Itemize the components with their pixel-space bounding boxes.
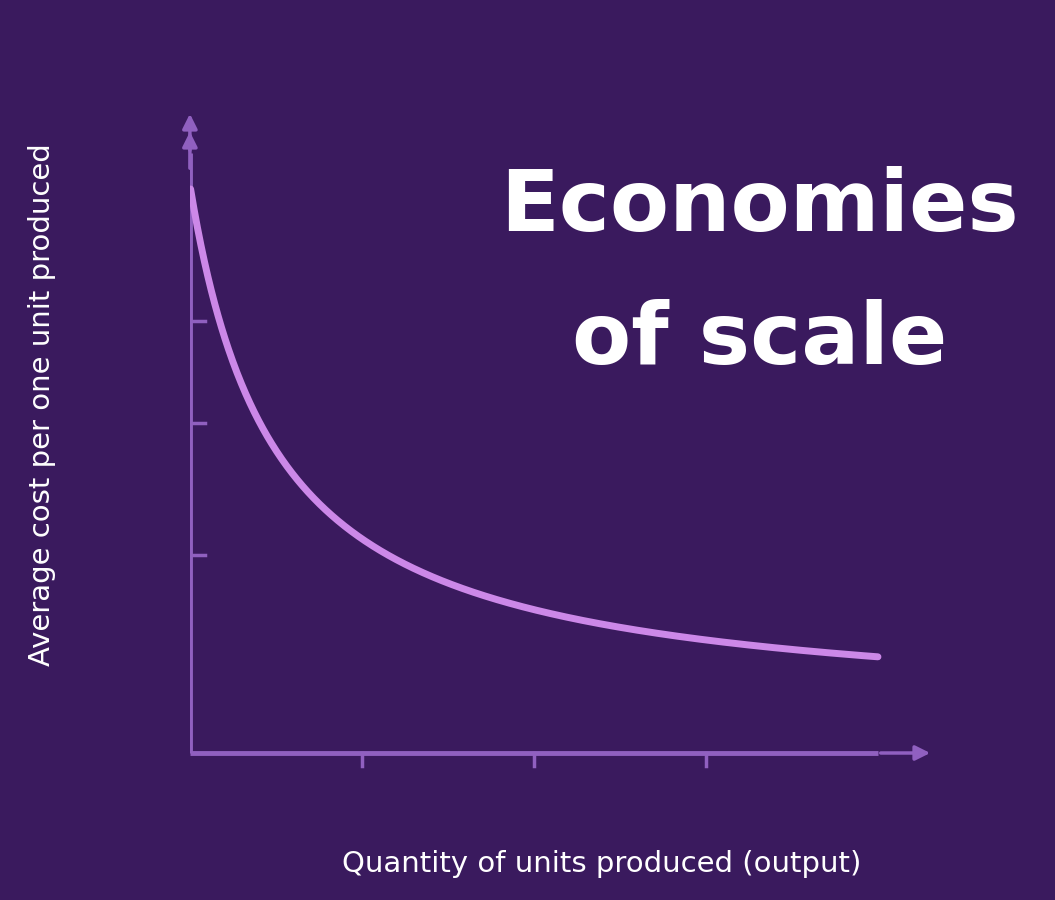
- Text: Average cost per one unit produced: Average cost per one unit produced: [28, 144, 56, 666]
- Text: Economies: Economies: [500, 166, 1019, 249]
- Text: Quantity of units produced (output): Quantity of units produced (output): [342, 850, 861, 878]
- Text: of scale: of scale: [572, 299, 947, 382]
